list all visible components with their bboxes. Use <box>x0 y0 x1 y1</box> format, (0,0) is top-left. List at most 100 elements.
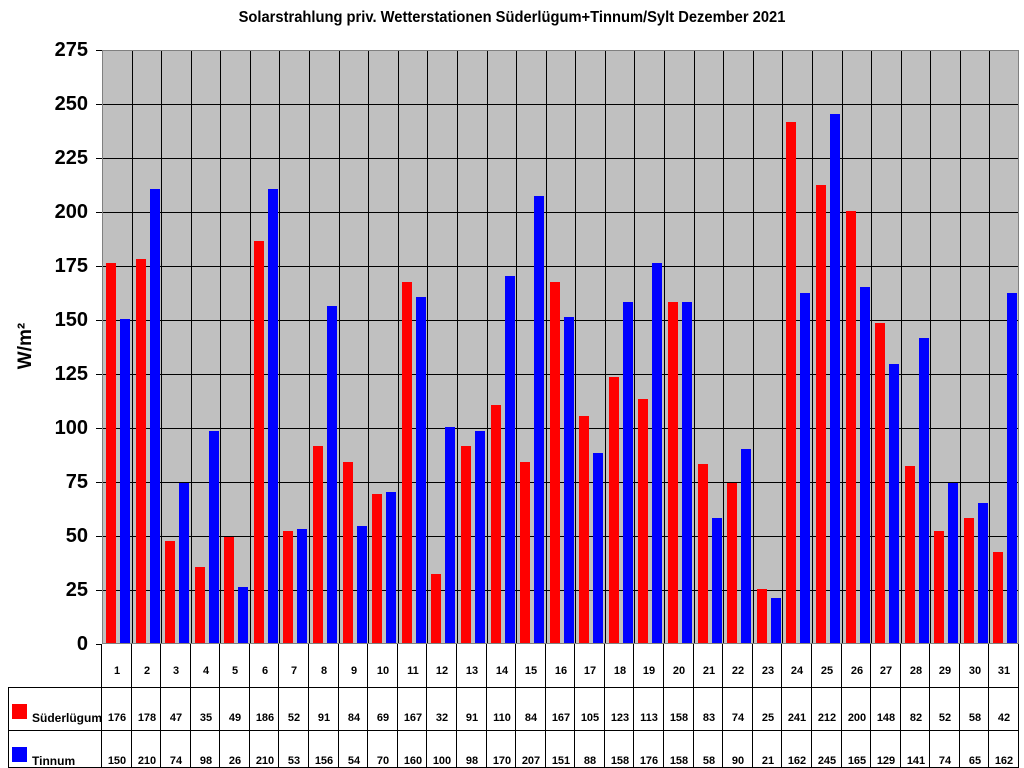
data-value-cell: 167 <box>551 712 571 724</box>
data-value-cell: 100 <box>432 755 452 767</box>
y-tick-mark <box>96 644 102 645</box>
category-label: 7 <box>290 665 298 677</box>
y-tick-mark <box>96 428 102 429</box>
vertical-gridline <box>191 51 192 643</box>
y-tick-mark <box>96 104 102 105</box>
bar-tinnum <box>327 306 337 643</box>
category-label: 31 <box>997 665 1011 677</box>
y-tick-label: 100 <box>54 417 88 439</box>
bar-tinnum <box>623 302 633 643</box>
y-tick-label: 0 <box>76 633 88 655</box>
category-label: 10 <box>376 665 390 677</box>
data-value-cell: 58 <box>968 712 982 724</box>
y-tick-label: 50 <box>65 525 88 547</box>
category-label: 24 <box>790 665 804 677</box>
bar-tinnum <box>268 189 278 643</box>
bar-sderlgum <box>106 263 116 643</box>
table-column-divider <box>397 644 398 768</box>
data-value-cell: 82 <box>909 712 923 724</box>
bar-tinnum <box>593 453 603 643</box>
data-value-cell: 54 <box>347 755 361 767</box>
bar-sderlgum <box>993 552 1003 643</box>
bar-sderlgum <box>461 446 471 643</box>
table-border <box>8 730 1019 731</box>
bar-tinnum <box>800 293 810 643</box>
y-tick-mark <box>96 158 102 159</box>
y-tick-label: 175 <box>54 255 88 277</box>
y-tick-label: 25 <box>65 579 88 601</box>
y-tick-mark <box>96 482 102 483</box>
table-column-divider <box>693 644 694 768</box>
horizontal-gridline <box>103 158 1018 159</box>
table-column-divider <box>160 644 161 768</box>
data-value-cell: 91 <box>465 712 479 724</box>
table-column-divider <box>870 644 871 768</box>
data-value-cell: 58 <box>702 755 716 767</box>
bar-tinnum <box>475 431 485 643</box>
bar-tinnum <box>505 276 515 643</box>
bar-sderlgum <box>550 282 560 643</box>
bar-sderlgum <box>816 185 826 643</box>
horizontal-gridline <box>103 212 1018 213</box>
chart-title: Solarstrahlung priv. Wetterstationen Süd… <box>238 9 786 26</box>
bar-tinnum <box>978 503 988 643</box>
vertical-gridline <box>605 51 606 643</box>
bar-tinnum <box>238 587 248 643</box>
data-value-cell: 165 <box>847 755 867 767</box>
data-value-cell: 123 <box>610 712 630 724</box>
data-value-cell: 158 <box>669 755 689 767</box>
vertical-gridline <box>753 51 754 643</box>
y-tick-mark <box>96 50 102 51</box>
category-label: 18 <box>613 665 627 677</box>
bar-sderlgum <box>875 323 885 643</box>
bar-sderlgum <box>609 377 619 643</box>
vertical-gridline <box>960 51 961 643</box>
table-column-divider <box>338 644 339 768</box>
category-label: 22 <box>731 665 745 677</box>
data-value-cell: 74 <box>938 755 952 767</box>
table-column-divider <box>515 644 516 768</box>
data-value-cell: 113 <box>640 712 658 724</box>
bar-sderlgum <box>905 466 915 643</box>
horizontal-gridline <box>103 320 1018 321</box>
data-value-cell: 35 <box>199 712 213 724</box>
table-column-divider <box>929 644 930 768</box>
table-column-divider <box>781 644 782 768</box>
bar-sderlgum <box>934 531 944 643</box>
y-tick-mark <box>96 266 102 267</box>
y-tick-label: 75 <box>65 471 88 493</box>
data-value-cell: 69 <box>376 712 390 724</box>
bar-sderlgum <box>668 302 678 643</box>
data-value-cell: 167 <box>403 712 423 724</box>
data-value-cell: 98 <box>465 755 479 767</box>
bar-tinnum <box>830 114 840 643</box>
data-value-cell: 210 <box>255 755 275 767</box>
horizontal-gridline <box>103 104 1018 105</box>
data-value-cell: 74 <box>169 755 183 767</box>
table-column-divider <box>1018 644 1019 768</box>
vertical-gridline <box>930 51 931 643</box>
vertical-gridline <box>487 51 488 643</box>
bar-sderlgum <box>431 574 441 643</box>
category-label: 27 <box>879 665 893 677</box>
table-column-divider <box>308 644 309 768</box>
data-value-cell: 74 <box>731 712 745 724</box>
data-table: 1 2 3 4 5 6 7 8 9 10 11 12 13 14 15 16 17 18 19 20 21 22 23 24 2… <box>0 644 1024 768</box>
bar-tinnum <box>179 483 189 643</box>
y-tick-label: 200 <box>54 201 88 223</box>
bar-sderlgum <box>313 446 323 643</box>
table-column-divider <box>841 644 842 768</box>
vertical-gridline <box>812 51 813 643</box>
y-tick-mark <box>96 212 102 213</box>
table-column-divider <box>545 644 546 768</box>
table-column-divider <box>574 644 575 768</box>
bar-sderlgum <box>254 241 264 643</box>
data-value-cell: 141 <box>906 755 926 767</box>
category-label: 12 <box>435 665 449 677</box>
vertical-gridline <box>398 51 399 643</box>
bar-sderlgum <box>343 462 353 643</box>
data-value-cell: 32 <box>435 712 449 724</box>
vertical-gridline <box>368 51 369 643</box>
data-value-cell: 88 <box>583 755 597 767</box>
data-value-cell: 158 <box>610 755 630 767</box>
